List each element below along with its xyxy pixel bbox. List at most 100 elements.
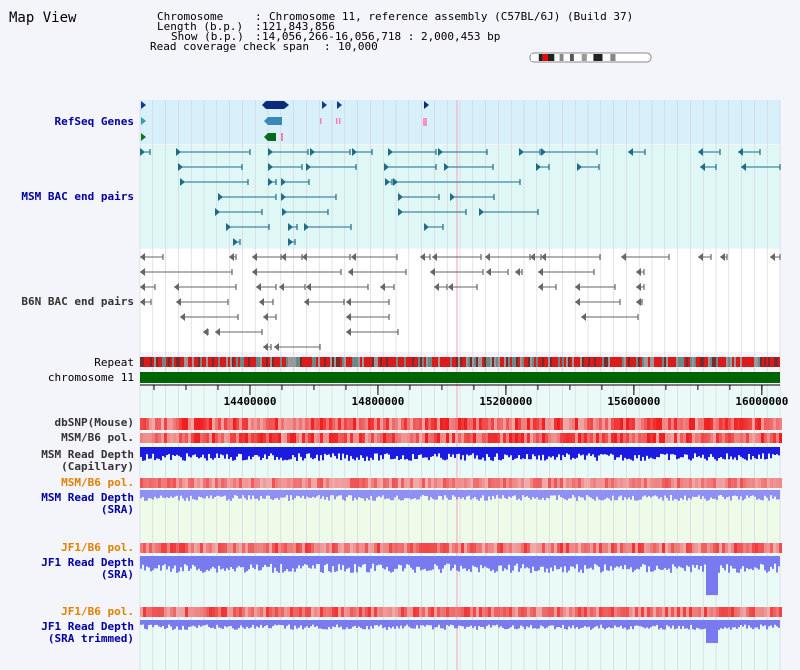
read-depth-bar (210, 490, 212, 496)
repeat-feature (672, 357, 674, 367)
read-depth-bar (580, 556, 582, 570)
polymorphism-cell (404, 607, 407, 617)
read-depth-bar (192, 620, 194, 626)
read-depth-bar (142, 556, 144, 565)
polymorphism-cell (278, 478, 281, 488)
read-depth-bar (682, 556, 684, 569)
read-depth-bar (324, 556, 326, 566)
bac-end-marker (140, 268, 145, 276)
read-depth-bar (160, 447, 162, 461)
read-depth-bar (588, 490, 590, 497)
read-depth-bar (664, 490, 666, 496)
polymorphism-cell (356, 543, 359, 553)
read-depth-bar (696, 556, 698, 565)
polymorphism-cell (542, 433, 545, 443)
read-depth-bar (316, 620, 318, 627)
read-depth-bar (500, 447, 502, 461)
polymorphism-cell (302, 418, 305, 430)
read-depth-bar (600, 490, 602, 501)
read-depth-bar (454, 620, 456, 629)
read-depth-bar (418, 447, 420, 455)
polymorphism-cell (155, 418, 158, 430)
track-label-jf1-depth-trimmed[interactable]: JF1 Read Depth (41, 620, 134, 633)
track-label-jf1-b6-pol[interactable]: JF1/B6 pol. (61, 541, 134, 554)
track-label-jf1-b6-pol-2[interactable]: JF1/B6 pol. (61, 605, 134, 618)
track-label-b6n-bac[interactable]: B6N BAC end pairs (21, 295, 134, 308)
polymorphism-cell (758, 478, 761, 488)
polymorphism-cell (446, 543, 449, 553)
polymorphism-cell (293, 433, 296, 443)
polymorphism-cell (461, 433, 464, 443)
read-depth-bar (748, 447, 750, 454)
read-depth-bar (598, 620, 600, 629)
polymorphism-cell (605, 607, 608, 617)
read-depth-bar (470, 620, 472, 626)
track-label-msm-depth-sra[interactable]: MSM Read Depth (41, 491, 134, 504)
polymorphism-cell (152, 418, 155, 430)
read-depth-bar (764, 620, 766, 626)
polymorphism-cell (557, 607, 560, 617)
polymorphism-cell (338, 543, 341, 553)
polymorphism-cell (428, 543, 431, 553)
read-depth-bar (522, 490, 524, 496)
read-depth-bar (744, 556, 746, 572)
track-label-refseq[interactable]: RefSeq Genes (54, 115, 134, 128)
polymorphism-cell (350, 543, 353, 553)
track-label-dbsnp[interactable]: dbSNP(Mouse) (54, 416, 134, 429)
polymorphism-cell (494, 607, 497, 617)
read-depth-bar (658, 620, 660, 630)
bac-end-marker (738, 148, 743, 156)
track-label-msm-depth-capillary[interactable]: MSM Read Depth (41, 448, 134, 461)
read-depth-bar (772, 556, 774, 569)
read-depth-bar (164, 620, 166, 630)
polymorphism-cell (515, 607, 518, 617)
read-depth-bar (268, 620, 270, 629)
read-depth-bar (368, 556, 370, 573)
read-depth-bar (240, 556, 242, 568)
track-label-msm-b6-pol-2[interactable]: MSM/B6 pol. (61, 476, 134, 489)
polymorphism-cell (704, 543, 707, 553)
read-depth-bar (678, 447, 680, 459)
read-depth-bar (708, 490, 710, 500)
polymorphism-cell (611, 478, 614, 488)
read-depth-bar (292, 620, 294, 630)
read-depth-bar (450, 556, 452, 571)
polymorphism-cell (563, 543, 566, 553)
read-depth-bar (618, 556, 620, 568)
polymorphism-cell (320, 478, 323, 488)
repeat-feature (288, 357, 290, 367)
bac-end-marker (215, 208, 220, 216)
read-depth-bar (294, 447, 296, 458)
repeat-feature (390, 357, 392, 367)
read-depth-bar (426, 556, 428, 572)
polymorphism-cell (512, 418, 515, 430)
repeat-feature (502, 357, 504, 367)
read-depth-bar (776, 556, 778, 573)
read-depth-bar (522, 556, 524, 565)
polymorphism-cell (260, 478, 263, 488)
polymorphism-cell (416, 543, 419, 553)
polymorphism-cell (482, 478, 485, 488)
track-label-jf1-depth-sra[interactable]: JF1 Read Depth (41, 556, 134, 569)
track-label-msm-bac[interactable]: MSM BAC end pairs (21, 190, 134, 203)
repeat-feature (334, 357, 336, 367)
read-depth-bar (314, 556, 316, 569)
track-label-msm-b6-pol[interactable]: MSM/B6 pol. (61, 431, 134, 444)
polymorphism-cell (191, 418, 194, 430)
polymorphism-cell (374, 418, 377, 430)
read-depth-bar (310, 490, 312, 498)
read-depth-bar (744, 447, 746, 460)
read-depth-bar (234, 620, 236, 630)
polymorphism-cell (680, 607, 683, 617)
repeat-feature (238, 357, 240, 367)
read-depth-bar (198, 620, 200, 626)
polymorphism-cell (641, 418, 644, 430)
read-depth-bar (474, 556, 476, 567)
polymorphism-cell (650, 478, 653, 488)
read-depth-bar (402, 490, 404, 501)
read-depth-bar (702, 556, 704, 572)
polymorphism-cell (239, 433, 242, 443)
repeat-feature (574, 357, 576, 367)
repeat-feature (636, 357, 638, 367)
